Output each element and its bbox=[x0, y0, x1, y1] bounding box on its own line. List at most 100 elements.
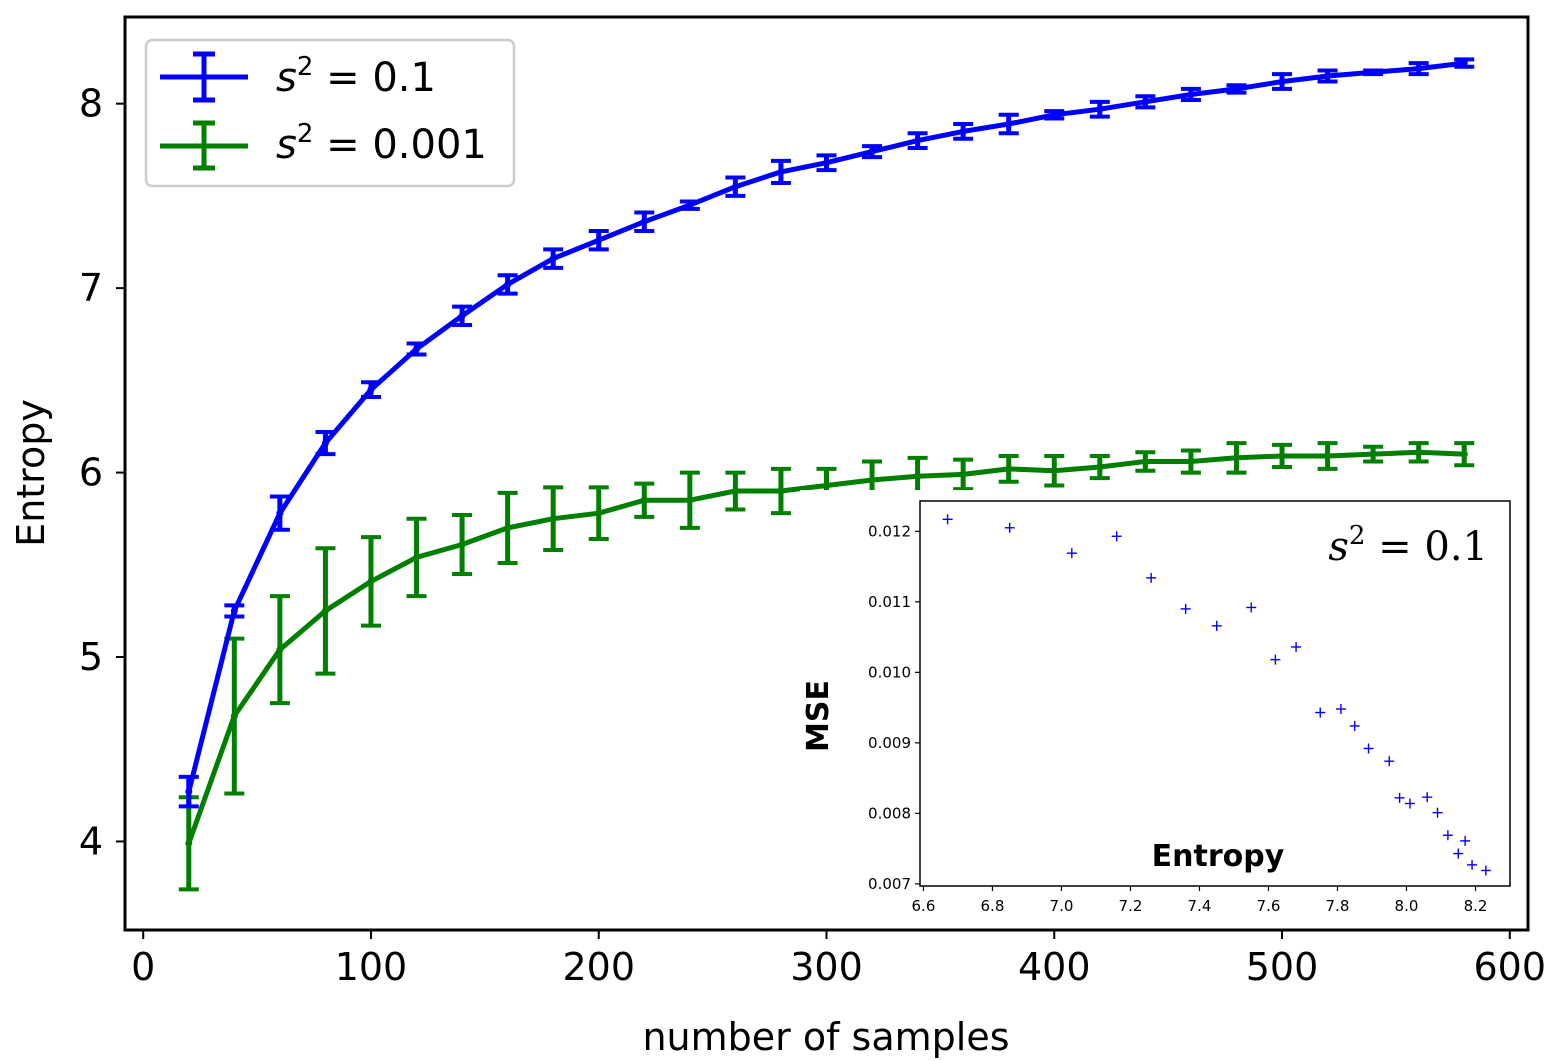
inset-annotation-base: s bbox=[1328, 524, 1349, 570]
inset-plus-marker bbox=[1246, 602, 1257, 613]
data-point bbox=[1278, 78, 1286, 86]
inset-y-ticks: 0.007 0.008 0.009 0.010 0.011 0.012 bbox=[868, 522, 920, 893]
inset-plus-marker bbox=[1432, 807, 1443, 818]
y-tick-label: 8 bbox=[79, 82, 103, 126]
inset-x-tick-label: 6.8 bbox=[981, 897, 1005, 915]
data-point bbox=[640, 218, 648, 226]
data-point bbox=[959, 127, 967, 135]
x-tick-label: 400 bbox=[1018, 945, 1091, 989]
main-x-ticks: 0 100 200 300 400 500 600 bbox=[131, 930, 1546, 989]
data-point bbox=[823, 481, 830, 489]
inset-plus-marker bbox=[1291, 641, 1302, 652]
inset-x-tick-label: 8.2 bbox=[1464, 897, 1488, 915]
x-tick-label: 100 bbox=[335, 945, 408, 989]
inset-y-tick-label: 0.012 bbox=[868, 522, 911, 540]
legend-label-base: s bbox=[276, 122, 297, 168]
inset-y-tick-label: 0.008 bbox=[868, 804, 911, 822]
inset-plus-marker bbox=[1394, 792, 1405, 803]
x-tick-label: 0 bbox=[131, 945, 155, 989]
data-point bbox=[914, 137, 922, 145]
inset-plus-marker bbox=[1180, 603, 1191, 614]
data-point bbox=[1232, 454, 1240, 462]
data-point bbox=[367, 577, 375, 585]
data-point bbox=[1460, 59, 1468, 67]
data-point bbox=[1096, 105, 1104, 113]
main-x-axis-label: number of samples bbox=[642, 1015, 1009, 1059]
inset-plus-marker bbox=[1066, 548, 1077, 559]
inset-y-tick-label: 0.009 bbox=[868, 734, 911, 752]
data-point bbox=[1460, 450, 1468, 458]
data-point bbox=[1005, 465, 1013, 473]
inset-plus-marker bbox=[1384, 756, 1395, 767]
data-point bbox=[504, 524, 512, 532]
data-point bbox=[777, 168, 785, 176]
data-point bbox=[914, 472, 922, 480]
series-s2=0.1 bbox=[178, 57, 1475, 809]
inset-plus-marker bbox=[1422, 792, 1433, 803]
data-point bbox=[959, 470, 967, 478]
data-point bbox=[504, 280, 512, 288]
inset-x-tick-label: 7.4 bbox=[1188, 897, 1212, 915]
inset-x-tick-label: 8.0 bbox=[1395, 897, 1419, 915]
y-tick-label: 7 bbox=[79, 266, 103, 310]
inset-annotation: s2 = 0.1 bbox=[1328, 521, 1488, 570]
data-point bbox=[1050, 111, 1058, 119]
data-point bbox=[276, 509, 284, 517]
data-point bbox=[686, 496, 694, 504]
inset-plus-marker bbox=[1404, 798, 1415, 809]
legend-label-rest: = 0.1 bbox=[313, 55, 436, 101]
data-point bbox=[731, 487, 739, 495]
y-tick-label: 6 bbox=[79, 451, 103, 495]
inset-plus-marker bbox=[1335, 704, 1346, 715]
inset-plus-marker bbox=[1363, 743, 1374, 754]
data-point bbox=[1187, 458, 1195, 466]
legend: s2 = 0.1 s2 = 0.001 bbox=[144, 38, 516, 188]
data-point bbox=[1096, 463, 1104, 471]
data-point bbox=[1278, 452, 1286, 460]
data-point bbox=[1324, 452, 1332, 460]
inset-plus-marker bbox=[1467, 859, 1478, 870]
inset-plus-marker bbox=[1480, 865, 1491, 876]
inset-points bbox=[942, 514, 1491, 876]
inset-plus-marker bbox=[1211, 620, 1222, 631]
data-point bbox=[1369, 68, 1377, 76]
inset-annotation-rest: = 0.1 bbox=[1365, 524, 1488, 570]
inset-background bbox=[800, 490, 1525, 922]
legend-entry-s2-0.1: s2 = 0.1 bbox=[160, 51, 436, 103]
data-point bbox=[321, 607, 329, 615]
inset-x-tick-label: 6.6 bbox=[912, 897, 936, 915]
data-point bbox=[185, 839, 193, 847]
main-y-axis-label: Entropy bbox=[9, 399, 53, 547]
data-point bbox=[276, 646, 284, 654]
data-point bbox=[731, 183, 739, 191]
inset-plot-frame bbox=[919, 500, 1511, 887]
inset-plus-marker bbox=[1146, 572, 1157, 583]
inset-plus-marker bbox=[1460, 835, 1471, 846]
legend-entry-s2-0.001: s2 = 0.001 bbox=[160, 119, 487, 171]
legend-label-s2-0.1: s2 = 0.1 bbox=[276, 52, 436, 101]
data-point bbox=[868, 148, 876, 156]
data-point bbox=[1141, 458, 1149, 466]
data-point bbox=[1005, 120, 1013, 128]
data-point bbox=[1369, 450, 1377, 458]
data-point bbox=[595, 236, 603, 244]
data-point bbox=[868, 476, 876, 484]
data-point bbox=[321, 439, 329, 447]
legend-label-base: s bbox=[276, 55, 297, 101]
data-point bbox=[1141, 98, 1149, 106]
inset-y-axis-label: MSE bbox=[801, 680, 836, 752]
inset-plus-marker bbox=[1315, 707, 1326, 718]
data-point bbox=[1232, 85, 1240, 93]
data-point bbox=[549, 515, 557, 523]
data-point bbox=[1324, 72, 1332, 80]
inset-plus-marker bbox=[942, 514, 953, 525]
data-point bbox=[640, 496, 648, 504]
data-point bbox=[777, 487, 785, 495]
inset-x-tick-label: 7.2 bbox=[1119, 897, 1143, 915]
data-point bbox=[367, 386, 375, 394]
legend-label-s2-0.001: s2 = 0.001 bbox=[276, 119, 487, 168]
inset-plus-marker bbox=[1442, 830, 1453, 841]
data-point bbox=[185, 788, 193, 796]
inset-annotation-sup: 2 bbox=[1349, 521, 1366, 551]
